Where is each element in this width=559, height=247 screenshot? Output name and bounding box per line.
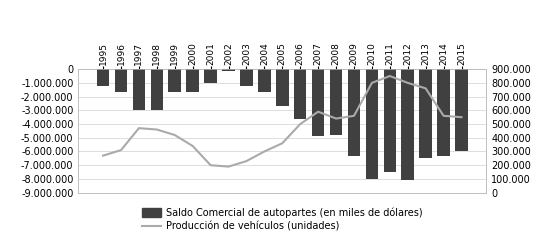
Bar bbox=[205, 69, 217, 83]
Bar bbox=[115, 69, 127, 92]
Bar bbox=[150, 69, 163, 110]
Bar bbox=[240, 69, 253, 86]
Bar bbox=[132, 69, 145, 110]
Bar bbox=[401, 69, 414, 180]
Bar bbox=[97, 69, 110, 86]
Bar bbox=[168, 69, 181, 92]
Bar bbox=[455, 69, 468, 151]
Bar bbox=[312, 69, 324, 136]
Bar bbox=[186, 69, 199, 92]
Bar bbox=[222, 69, 235, 71]
Legend: Saldo Comercial de autopartes (en miles de dólares), Producción de vehículos (un: Saldo Comercial de autopartes (en miles … bbox=[142, 207, 423, 232]
Bar bbox=[383, 69, 396, 172]
Bar bbox=[258, 69, 271, 92]
Bar bbox=[348, 69, 360, 156]
Bar bbox=[330, 69, 342, 135]
Bar bbox=[276, 69, 288, 106]
Bar bbox=[437, 69, 450, 156]
Bar bbox=[419, 69, 432, 158]
Bar bbox=[294, 69, 306, 119]
Bar bbox=[366, 69, 378, 179]
